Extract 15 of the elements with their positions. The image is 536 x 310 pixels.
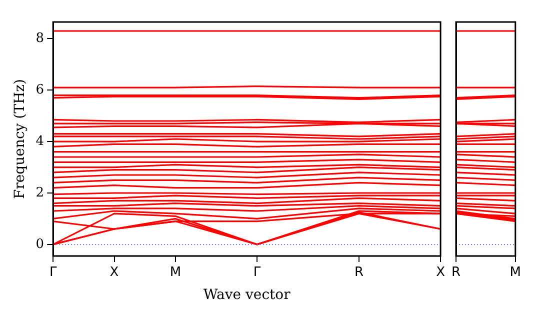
x-tick-label: M xyxy=(170,265,182,280)
x-tick-label: M xyxy=(510,265,521,280)
x-tick-label: R xyxy=(354,265,364,280)
y-tick-label: 4 xyxy=(36,134,44,149)
y-tick-label: 8 xyxy=(36,31,44,46)
x-axis-title: Wave vector xyxy=(203,287,291,304)
x-tick-label: X xyxy=(110,265,119,280)
y-tick-label: 6 xyxy=(36,82,44,98)
x-tick-label: Γ xyxy=(253,265,262,280)
y-tick-label: 2 xyxy=(36,185,44,200)
x-tick-label: X xyxy=(436,265,446,280)
y-tick-label: 0 xyxy=(36,236,44,252)
y-axis-title: Frequency (THz) xyxy=(12,78,28,200)
x-tick-label: R xyxy=(451,265,461,280)
x-tick-label: Γ xyxy=(49,265,58,280)
